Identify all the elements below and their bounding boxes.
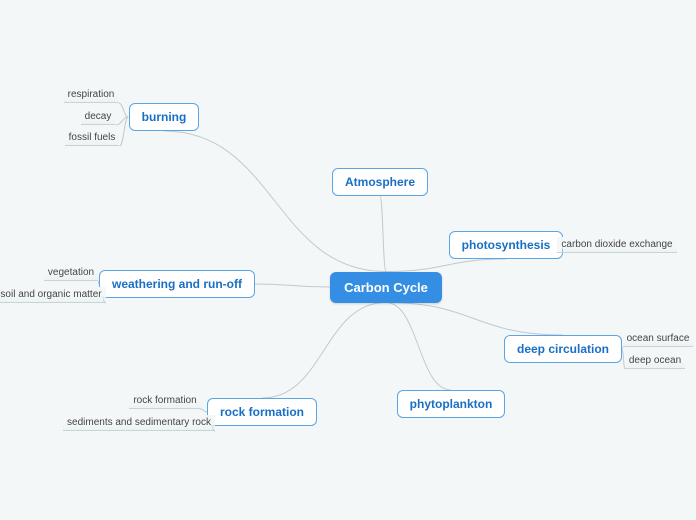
edge-layer	[0, 0, 696, 520]
leaf-co2-exchange[interactable]: carbon dioxide exchange	[557, 237, 676, 253]
leaf-rock-formation[interactable]: rock formation	[129, 393, 200, 409]
leaf-soil-organic[interactable]: soil and organic matter	[0, 287, 106, 303]
leaf-respiration[interactable]: respiration	[64, 87, 119, 103]
mindmap-canvas: { "type": "mindmap", "background_color":…	[0, 0, 696, 520]
leaf-sediments[interactable]: sediments and sedimentary rock	[63, 415, 215, 431]
leaf-fossil-fuels[interactable]: fossil fuels	[65, 130, 120, 146]
leaf-vegetation[interactable]: vegetation	[44, 265, 98, 281]
node-phytoplankton[interactable]: phytoplankton	[397, 390, 506, 418]
leaf-deep-ocean[interactable]: deep ocean	[625, 353, 685, 369]
node-rock-formation[interactable]: rock formation	[207, 398, 317, 426]
root-node[interactable]: Carbon Cycle	[330, 272, 442, 303]
node-burning[interactable]: burning	[129, 103, 200, 131]
node-atmosphere[interactable]: Atmosphere	[332, 168, 428, 196]
node-deep-circ[interactable]: deep circulation	[504, 335, 622, 363]
node-weathering[interactable]: weathering and run-off	[99, 270, 255, 298]
leaf-ocean-surface[interactable]: ocean surface	[623, 331, 694, 347]
node-photosynthesis[interactable]: photosynthesis	[449, 231, 564, 259]
leaf-decay[interactable]: decay	[81, 109, 116, 125]
